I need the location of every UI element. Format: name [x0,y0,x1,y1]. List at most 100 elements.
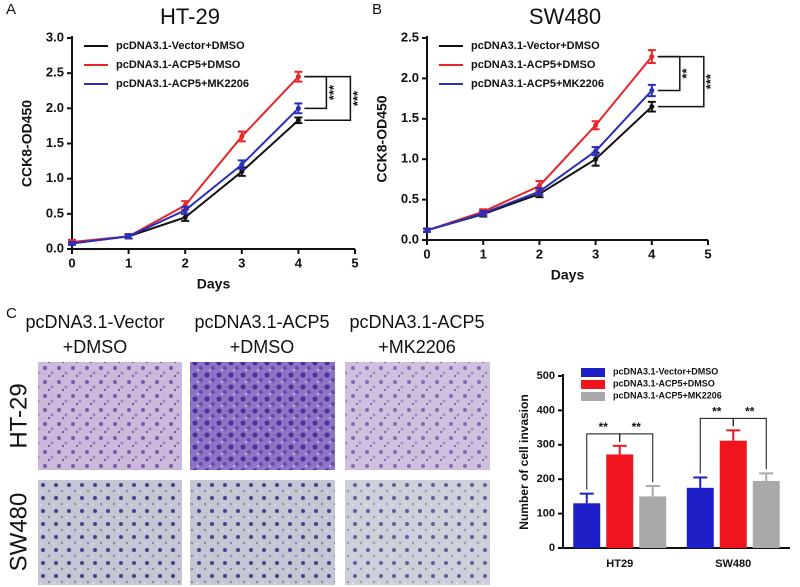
x-tick-label: 2 [182,255,189,270]
micrograph [345,362,490,470]
legend-label: pcDNA3.1-ACP5+DMSO [613,378,715,388]
x-tick-label: 0 [68,255,75,270]
point [295,105,301,111]
significance-bracket [732,417,767,470]
bar [639,496,667,548]
y-axis-label: Number of cell invasion [517,394,531,529]
point [593,122,599,128]
y-tick-label: 0.5 [401,191,419,206]
panel-label: A [6,1,16,18]
column-label: pcDNA3.1-ACP5 [194,312,329,332]
bar [752,480,780,548]
significance-label: ** [632,420,642,434]
significance-bracket [304,75,352,122]
point [424,227,430,233]
significance-label: ** [679,68,694,79]
line [71,119,300,245]
significance-label: *** [326,84,341,100]
significance-label: *** [703,73,718,89]
significance-bracket [619,433,654,483]
significance-label: ** [599,420,609,434]
column-label: +DMSO [63,337,128,357]
significance-bracket [304,75,328,110]
point [536,189,542,195]
column-label: +MK2206 [378,337,456,357]
micrograph [190,480,335,585]
significance-label: ** [745,405,755,419]
legend-label: pcDNA3.1-ACP5+DMSO [116,59,241,71]
y-tick-label: 200 [537,473,555,485]
legend-swatch [581,392,605,401]
x-tick-label: 3 [238,255,245,270]
significance-label: *** [350,90,365,106]
bar [719,440,747,548]
line [71,107,300,245]
point [593,148,599,154]
chart-title: HT-29 [160,4,220,29]
y-tick-label: 2.5 [46,65,64,80]
x-tick-label: 0 [423,246,430,261]
x-tick-label: 4 [295,255,303,270]
line [426,89,653,232]
legend-label: pcDNA3.1-Vector+DMSO [471,40,600,52]
y-tick-label: 300 [537,439,555,451]
point [536,183,542,189]
point [295,74,301,80]
y-tick-label: 0.0 [46,240,64,255]
point [593,156,599,162]
y-tick-label: 0.0 [401,231,419,246]
legend-swatch [581,368,605,377]
micrograph [345,480,490,585]
panel-label: C [6,305,17,322]
legend-label: pcDNA3.1-Vector+DMSO [613,366,718,376]
chart-title: SW480 [529,4,601,29]
y-tick-label: 400 [537,404,555,416]
legend-swatch [581,380,605,389]
point [182,207,188,213]
bar [573,503,601,548]
legend-label: pcDNA3.1-ACP5+MK2206 [613,390,722,400]
x-tick-label: 4 [648,246,656,261]
y-tick-label: 1.5 [46,135,64,150]
y-tick-label: 1.5 [401,110,419,125]
row-label: HT-29 [5,383,32,448]
y-tick-label: 2.5 [401,29,419,44]
point [649,88,655,94]
x-tick-label: 2 [536,246,543,261]
y-tick-label: 3.0 [46,29,64,44]
point [126,233,132,239]
point [69,240,75,246]
point [649,104,655,110]
legend-label: pcDNA3.1-ACP5+MK2206 [471,78,604,90]
x-axis-label: Days [197,276,231,292]
x-tick-label: 5 [704,246,711,261]
legend-label: pcDNA3.1-ACP5+MK2206 [116,78,249,90]
point [649,54,655,60]
y-axis-label: CCK8-OD450 [19,100,35,187]
panel-label: B [372,1,382,18]
y-axis-label: CCK8-OD450 [374,95,390,182]
point [480,210,486,216]
y-tick-label: 2.0 [46,100,64,115]
legend-label: pcDNA3.1-Vector+DMSO [116,40,245,52]
y-tick-label: 1.0 [46,170,64,185]
micrograph [38,480,182,585]
y-tick-label: 1.0 [401,151,419,166]
significance-label: ** [712,405,722,419]
line [426,105,653,232]
column-label: pcDNA3.1-ACP5 [349,312,484,332]
significance-bracket [657,55,681,92]
bar [606,454,634,548]
point [295,117,301,123]
y-tick-label: 100 [537,508,555,520]
x-axis-label: Days [551,267,585,283]
point [239,133,245,139]
y-tick-label: 500 [537,370,555,382]
y-tick-label: 0.5 [46,205,64,220]
point [239,162,245,168]
column-label: pcDNA3.1-Vector [25,312,164,332]
micrograph [38,362,182,470]
bar [686,487,714,548]
x-tick-label: 3 [592,246,599,261]
